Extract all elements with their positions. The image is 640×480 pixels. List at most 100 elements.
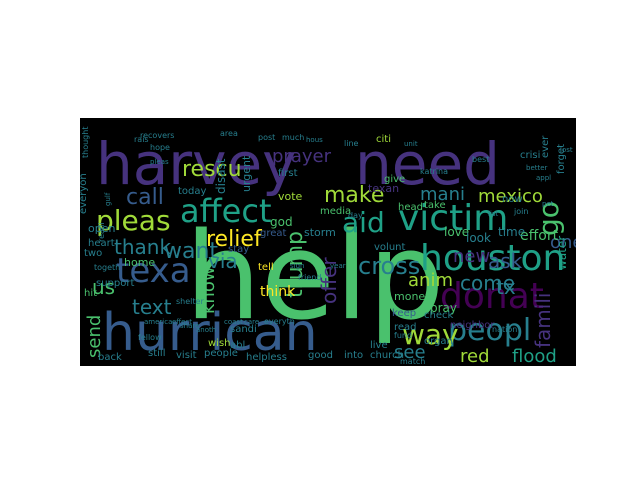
word-home: home <box>124 256 155 269</box>
word-texan: texan <box>368 182 399 195</box>
word-pleas: pleas <box>150 158 169 166</box>
word-much: much <box>282 133 304 142</box>
word-aid: aid <box>342 206 385 239</box>
word-hope: hope <box>150 143 170 152</box>
word-good: good <box>308 350 333 361</box>
word-affect: affect <box>180 192 271 230</box>
word-text: text <box>132 295 172 319</box>
word-help: help <box>185 208 444 347</box>
word-now: now <box>502 194 523 205</box>
word-disast: disast <box>214 158 228 194</box>
word-visit: visit <box>176 350 197 361</box>
word-water: water <box>555 236 569 270</box>
word-appl: appl <box>536 174 551 182</box>
word-list: list <box>488 210 499 218</box>
word-unit: unit <box>404 140 418 148</box>
word-pet: pet <box>542 200 554 208</box>
word-vote: vote <box>278 190 303 203</box>
word-trump: trump <box>283 231 308 298</box>
word-share: share <box>180 322 199 330</box>
word-thought: thought <box>81 127 90 158</box>
word-fellow: fellow <box>138 333 162 342</box>
word-need: need <box>355 130 500 198</box>
word-storm: storm <box>304 226 336 239</box>
word-cross: cross <box>358 252 420 280</box>
word-victim: victim <box>398 198 508 239</box>
word-care: care <box>244 318 259 326</box>
word-pray: pray <box>430 301 457 315</box>
word-line: line <box>344 139 359 148</box>
word-relief: relief <box>206 227 263 252</box>
word-rescu: rescu <box>182 157 242 182</box>
word-check: check <box>424 310 453 321</box>
word-prayer: prayer <box>272 146 332 167</box>
word-time: time <box>498 225 525 239</box>
word-rais: rais <box>134 135 149 144</box>
word-america: america <box>144 318 172 326</box>
word-read: read <box>394 322 417 333</box>
word-texa: texa <box>116 251 191 291</box>
word-flood: flood <box>512 346 557 366</box>
word-come: come <box>460 271 515 295</box>
word-realli: realli <box>97 222 106 242</box>
word-people: people <box>204 348 238 359</box>
word-forget: forget <box>556 144 567 174</box>
word-live: live <box>370 340 388 351</box>
word-better: better <box>526 164 548 172</box>
word-head: head <box>398 202 423 213</box>
word-sign: sign <box>290 262 304 270</box>
word-tx: tx <box>496 275 516 299</box>
word-sandi: sandi <box>230 324 257 335</box>
word-look: look <box>466 231 491 245</box>
word-coast: coast <box>224 318 243 326</box>
word-citi: citi <box>376 134 391 145</box>
word-organ: organ <box>424 336 453 347</box>
word-best: best <box>472 155 489 164</box>
word-year: year <box>330 262 346 270</box>
word-peopl: peopl <box>448 313 531 348</box>
word-effort: effort <box>520 228 559 244</box>
word-two: two <box>84 248 102 259</box>
word-thank: thank <box>114 235 171 259</box>
word-hit: hit <box>84 288 97 299</box>
word-anim: anim <box>408 270 453 291</box>
word-abl: abl <box>230 340 245 351</box>
word-new: new <box>453 246 490 267</box>
word-fund: fund <box>394 331 412 340</box>
word-join: join <box>513 207 528 216</box>
word-want: want <box>164 239 218 264</box>
word-send: send <box>84 315 105 358</box>
word-neighbor: neighbor <box>450 320 495 331</box>
word-anoth: anoth <box>196 326 216 334</box>
word-still: still <box>148 348 165 359</box>
word-famili: famili <box>531 293 555 348</box>
word-gulf: gulf <box>104 192 112 206</box>
word-today: today <box>178 186 207 197</box>
word-nation: nation <box>492 325 517 334</box>
word-god: god <box>270 215 293 229</box>
word-recovers: recovers <box>140 131 174 140</box>
word-post: post <box>258 133 275 142</box>
word-crisi: crisi <box>520 150 540 161</box>
word-first: first <box>278 168 298 179</box>
word-shelter: shelter <box>176 297 204 306</box>
word-everyon: everyon <box>80 173 89 214</box>
word-into: into <box>344 350 363 361</box>
word-donat: donat <box>440 276 544 317</box>
word-hous: hous <box>306 136 323 144</box>
word-ask: ask <box>488 249 523 273</box>
word-urgent: urgent <box>240 155 253 192</box>
word-one: one <box>550 232 576 253</box>
word-wish: wish <box>208 338 231 349</box>
word-effect: effect <box>172 318 192 326</box>
word-cloud-canvas: help harvey need hurrican victimhoustondonat… <box>80 118 576 366</box>
word-money: money <box>394 290 432 303</box>
word-heart: heart <box>88 238 115 249</box>
word-via: via <box>208 249 238 273</box>
word-volunt: volunt <box>374 242 405 253</box>
word-make: make <box>324 183 384 208</box>
word-cloud: help harvey need hurrican victim houston donat… <box>80 118 576 366</box>
word-friend: friend <box>298 273 321 282</box>
word-open: open <box>88 222 115 235</box>
word-see: see <box>394 342 426 363</box>
